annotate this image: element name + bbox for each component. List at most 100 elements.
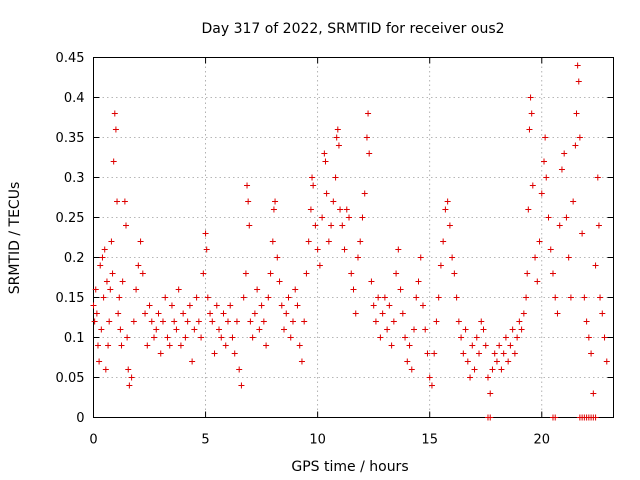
data-point bbox=[211, 350, 218, 357]
data-point bbox=[487, 414, 494, 421]
data-point bbox=[189, 358, 196, 365]
data-point bbox=[388, 342, 395, 349]
data-point bbox=[121, 198, 128, 205]
data-point bbox=[498, 366, 505, 373]
data-point bbox=[182, 334, 189, 341]
data-point bbox=[220, 310, 227, 317]
data-point bbox=[518, 326, 525, 333]
data-point bbox=[233, 318, 240, 325]
data-point bbox=[375, 294, 382, 301]
data-point bbox=[246, 222, 253, 229]
data-point bbox=[368, 278, 375, 285]
data-point bbox=[561, 150, 568, 157]
data-point bbox=[100, 294, 107, 301]
data-point bbox=[473, 334, 480, 341]
data-point bbox=[520, 310, 527, 317]
data-point bbox=[301, 318, 308, 325]
y-tick-label: 0.05 bbox=[56, 371, 85, 386]
data-point bbox=[453, 294, 460, 301]
data-point bbox=[103, 278, 110, 285]
data-point bbox=[119, 278, 126, 285]
data-point bbox=[272, 198, 279, 205]
y-tick-label: 0.4 bbox=[64, 91, 85, 106]
data-point bbox=[426, 374, 433, 381]
data-point bbox=[298, 358, 305, 365]
data-point bbox=[552, 294, 559, 301]
data-point bbox=[536, 238, 543, 245]
axis-ticks: 0 0.05 0.1 0.15 0.2 0.25 0.3 0.35 0.4 0.45 0 5 10 15 2… bbox=[56, 51, 614, 448]
data-point bbox=[541, 158, 548, 165]
y-tick-label: 0.1 bbox=[64, 331, 85, 346]
data-point bbox=[330, 198, 337, 205]
data-point bbox=[195, 318, 202, 325]
data-point bbox=[511, 350, 518, 357]
data-point bbox=[415, 278, 422, 285]
data-point bbox=[118, 342, 125, 349]
data-point bbox=[256, 326, 263, 333]
data-point bbox=[144, 342, 151, 349]
data-point bbox=[107, 286, 114, 293]
data-point bbox=[274, 254, 281, 261]
grid-lines bbox=[93, 57, 614, 418]
data-point bbox=[343, 206, 350, 213]
data-point bbox=[370, 302, 377, 309]
data-point bbox=[285, 294, 292, 301]
data-point bbox=[547, 246, 554, 253]
data-point bbox=[287, 334, 294, 341]
y-tick-label: 0.45 bbox=[56, 51, 85, 66]
data-point bbox=[115, 310, 122, 317]
x-tick-label: 0 bbox=[89, 433, 97, 448]
data-point bbox=[595, 222, 602, 229]
data-point bbox=[96, 358, 103, 365]
data-point bbox=[294, 302, 301, 309]
data-point bbox=[549, 270, 556, 277]
data-point bbox=[245, 198, 252, 205]
data-point bbox=[408, 366, 415, 373]
data-point bbox=[440, 238, 447, 245]
data-point bbox=[191, 326, 198, 333]
data-point bbox=[258, 302, 265, 309]
data-point bbox=[528, 110, 535, 117]
data-point bbox=[594, 174, 601, 181]
data-point bbox=[114, 198, 121, 205]
data-point bbox=[198, 334, 205, 341]
data-point bbox=[417, 254, 424, 261]
data-point bbox=[203, 246, 210, 253]
data-point bbox=[202, 230, 209, 237]
data-point bbox=[296, 342, 303, 349]
data-point bbox=[573, 110, 580, 117]
chart-title: Day 317 of 2022, SRMTID for receiver ous… bbox=[201, 21, 504, 37]
data-point bbox=[117, 326, 124, 333]
data-point bbox=[186, 302, 193, 309]
data-point bbox=[489, 366, 496, 373]
data-point bbox=[563, 214, 570, 221]
data-point bbox=[91, 318, 98, 325]
data-point bbox=[603, 358, 610, 365]
data-point bbox=[242, 270, 249, 277]
data-point bbox=[251, 310, 258, 317]
data-point bbox=[312, 222, 319, 229]
data-point bbox=[238, 382, 245, 389]
data-point bbox=[151, 334, 158, 341]
data-point bbox=[585, 334, 592, 341]
data-point bbox=[529, 182, 536, 189]
data-point bbox=[579, 230, 586, 237]
data-point bbox=[505, 358, 512, 365]
data-point bbox=[137, 238, 144, 245]
data-point bbox=[471, 366, 478, 373]
data-point bbox=[402, 334, 409, 341]
data-point bbox=[567, 294, 574, 301]
data-point bbox=[133, 286, 140, 293]
data-point bbox=[526, 126, 533, 133]
data-point bbox=[354, 254, 361, 261]
data-point bbox=[592, 414, 599, 421]
data-point bbox=[162, 294, 169, 301]
data-point bbox=[523, 294, 530, 301]
data-point bbox=[94, 342, 101, 349]
y-axis-label: SRMTID / TECUs bbox=[7, 182, 23, 295]
data-point bbox=[502, 334, 509, 341]
data-point bbox=[357, 238, 364, 245]
data-point bbox=[552, 414, 559, 421]
data-point bbox=[303, 270, 310, 277]
data-point bbox=[431, 350, 438, 357]
